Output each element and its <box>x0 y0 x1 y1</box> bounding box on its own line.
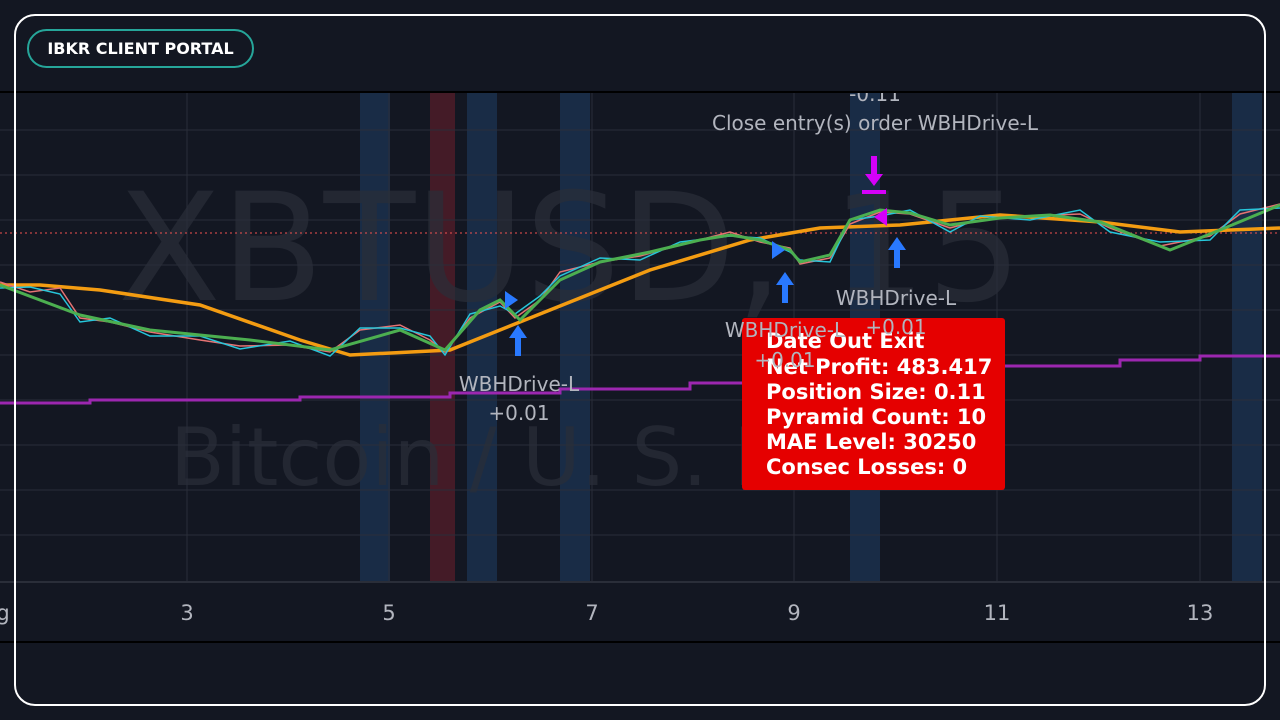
trade-amount: +0.01 <box>754 348 815 372</box>
entry-marker <box>772 241 785 259</box>
trade-amount: +0.01 <box>865 315 926 339</box>
x-label: g <box>0 601 10 625</box>
trade-name: WBHDrive-L <box>725 318 846 342</box>
close-amount: -0.11 <box>849 82 901 106</box>
tooltip-line: Consec Losses: 0 <box>766 455 967 479</box>
tooltip-line: Net Profit: 483.417 <box>766 355 992 379</box>
purple-indicator <box>0 354 1280 405</box>
entry-arrow <box>509 325 527 356</box>
fast-average <box>0 203 1280 352</box>
entry-arrow <box>776 272 794 303</box>
x-label: 7 <box>585 601 598 625</box>
session-band <box>430 92 455 582</box>
session-band <box>560 92 590 582</box>
frame <box>14 14 1266 706</box>
trade-amount: +0.01 <box>488 401 549 425</box>
entry-arrow <box>888 237 906 268</box>
x-label: 13 <box>1187 601 1214 625</box>
exit-arrow <box>862 156 886 194</box>
tooltip-line: Position Size: 0.11 <box>766 380 986 404</box>
x-label: 3 <box>180 601 193 625</box>
badge[interactable] <box>27 29 254 68</box>
tooltip <box>742 318 1005 490</box>
badge-text: IBKR CLIENT PORTAL <box>47 39 233 58</box>
tooltip-line: MAE Level: 30250 <box>766 430 976 454</box>
entry-marker <box>505 291 518 309</box>
plot-area: XBTUSD, 15 Bitcoin / U. S. Dollar -0.11 … <box>0 82 1280 582</box>
tooltip-title: Date Out Exit <box>766 329 924 353</box>
slow-average <box>0 213 1280 357</box>
trade-name: WBHDrive-L <box>459 372 580 396</box>
x-label: 11 <box>984 601 1011 625</box>
x-label: 5 <box>382 601 395 625</box>
session-band <box>1232 92 1262 582</box>
grid <box>0 92 1280 582</box>
trade-name: WBHDrive-L <box>836 286 957 310</box>
close-label: Close entry(s) order WBHDrive-L <box>712 111 1039 135</box>
tooltip-line: Pyramid Count: 10 <box>766 405 986 429</box>
exit-marker <box>874 208 887 226</box>
x-label: 9 <box>787 601 800 625</box>
x-axis: g 3 5 7 9 11 13 <box>0 601 1213 625</box>
